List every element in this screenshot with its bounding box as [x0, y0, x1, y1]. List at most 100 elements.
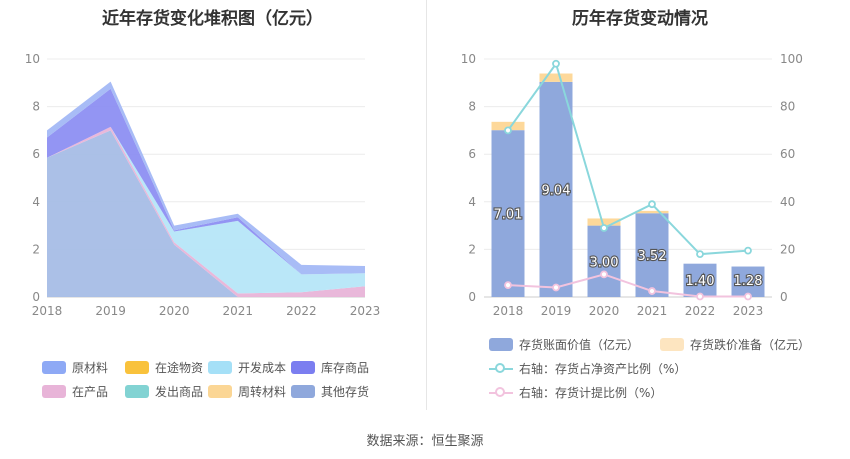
- legend-swatch: [125, 385, 149, 398]
- legend-label: 周转材料: [238, 385, 287, 399]
- left-x-tick-label: 2021: [223, 304, 254, 318]
- left-legend-item[interactable]: 其他存货: [291, 383, 369, 400]
- left-y-tick-label: 4: [32, 195, 40, 209]
- bar-value-label: 7.01: [494, 208, 523, 223]
- bar-impairment: [635, 210, 669, 214]
- legend-swatch: [208, 361, 232, 374]
- left-legend-item[interactable]: 发出商品: [125, 383, 203, 400]
- bar-book-value: [683, 263, 717, 297]
- bar-impairment: [587, 218, 621, 226]
- right-x-tick-label: 2020: [589, 304, 620, 318]
- bar-book-value: [635, 213, 669, 297]
- legend-label: 库存商品: [321, 361, 370, 375]
- bar-value-label: 3.52: [638, 249, 667, 264]
- legend-label: 在途物资: [155, 361, 204, 375]
- right-y-tick-label: 10: [461, 52, 476, 66]
- legend-label: 原材料: [72, 361, 109, 375]
- right-x-tick-label: 2018: [493, 304, 524, 318]
- line-point: [552, 59, 560, 68]
- legend-label: 其他存货: [321, 385, 370, 399]
- legend-label: 存货跌价准备（亿元）: [690, 338, 811, 352]
- left-y-tick-label: 10: [25, 52, 40, 66]
- left-legend-item[interactable]: 周转材料: [208, 383, 286, 400]
- right-y-tick-label: 2: [468, 242, 476, 256]
- line-point: [552, 283, 560, 292]
- right-y-tick-label: 4: [468, 195, 476, 209]
- right-x-tick-label: 2022: [685, 304, 716, 318]
- right-y2-tick-label: 60: [780, 147, 795, 161]
- left-legend-item[interactable]: 在产品: [42, 383, 108, 400]
- legend-label: 右轴：存货占净资产比例（%）: [519, 362, 687, 376]
- left-legend-item[interactable]: 库存商品: [291, 359, 369, 376]
- right-legend-item[interactable]: 存货账面价值（亿元）: [489, 336, 639, 353]
- bar-value-label: 1.28: [734, 274, 763, 289]
- legend-swatch: [291, 385, 315, 398]
- right-y2-tick-label: 100: [780, 52, 803, 66]
- legend-swatch: [42, 385, 66, 398]
- area-series-库存商品: [47, 88, 365, 275]
- left-x-tick-label: 2020: [159, 304, 190, 318]
- line-point: [504, 281, 512, 290]
- legend-label: 发出商品: [155, 385, 204, 399]
- right-y-tick-label: 0: [468, 290, 476, 304]
- bar-book-value: [491, 130, 525, 297]
- left-x-tick-label: 2023: [350, 304, 381, 318]
- line-ratio-net-assets: [507, 61, 749, 256]
- right-legend-item[interactable]: 存货跌价准备（亿元）: [660, 336, 810, 353]
- right-legend-item[interactable]: 右轴：存货计提比例（%）: [489, 384, 662, 401]
- legend-swatch: [42, 361, 66, 374]
- bar-book-value: [587, 225, 621, 297]
- bar-value-label: 9.04: [542, 183, 571, 198]
- left-legend-item[interactable]: 开发成本: [208, 359, 286, 376]
- bar-value-label: 1.40: [686, 274, 715, 289]
- legend-swatch: [291, 361, 315, 374]
- left-y-tick-label: 0: [32, 290, 40, 304]
- legend-swatch: [489, 386, 513, 400]
- line-point: [648, 200, 656, 209]
- line-point: [600, 270, 608, 279]
- right-y2-tick-label: 80: [780, 100, 795, 114]
- left-chart-title: 近年存货变化堆积图（亿元）: [102, 9, 323, 29]
- legend-swatch: [489, 362, 513, 376]
- panel-divider: [426, 0, 427, 410]
- right-y2-tick-label: 40: [780, 195, 795, 209]
- legend-label: 在产品: [72, 385, 109, 399]
- right-y-tick-label: 6: [468, 147, 476, 161]
- left-y-tick-label: 2: [32, 242, 40, 256]
- line-point: [600, 224, 608, 232]
- right-legend-item[interactable]: 右轴：存货占净资产比例（%）: [489, 360, 686, 377]
- line-point: [696, 292, 704, 301]
- right-y2-tick-label: 0: [780, 290, 788, 304]
- legend-swatch: [489, 338, 513, 351]
- legend-label: 开发成本: [238, 361, 287, 375]
- legend-swatch: [208, 385, 232, 398]
- line-point: [744, 246, 752, 255]
- left-legend-item[interactable]: 在途物资: [125, 359, 203, 376]
- legend-swatch: [125, 361, 149, 374]
- bar-impairment: [491, 121, 525, 131]
- legend-label: 右轴：存货计提比例（%）: [519, 386, 663, 400]
- right-x-tick-label: 2021: [637, 304, 668, 318]
- line-provision-ratio: [507, 273, 748, 298]
- legend-swatch: [660, 338, 684, 351]
- line-point: [648, 287, 656, 295]
- legend-label: 存货账面价值（亿元）: [519, 338, 640, 352]
- line-point: [504, 126, 512, 135]
- line-point: [744, 292, 752, 301]
- area-series-在产品: [47, 126, 365, 297]
- left-x-tick-label: 2019: [95, 304, 126, 318]
- bar-value-label: 3.00: [590, 255, 619, 270]
- right-x-tick-label: 2019: [541, 304, 572, 318]
- left-legend-item[interactable]: 原材料: [42, 359, 108, 376]
- left-x-tick-label: 2022: [286, 304, 317, 318]
- right-x-tick-label: 2023: [733, 304, 764, 318]
- left-x-tick-label: 2018: [32, 304, 63, 318]
- left-y-tick-label: 8: [32, 100, 40, 114]
- charts-canvas: 0 2 4 6 8 10 2018 2019 2020 2021 2022 2023 0 0 2 20 4 40 6…: [25, 52, 803, 318]
- right-y2-tick-label: 20: [780, 242, 795, 256]
- area-series-其他存货: [47, 130, 365, 297]
- right-chart-title: 历年存货变动情况: [572, 9, 708, 29]
- data-source: 数据来源：恒生聚源: [366, 434, 484, 449]
- bar-impairment: [539, 73, 573, 82]
- area-series-开发成本: [47, 126, 365, 294]
